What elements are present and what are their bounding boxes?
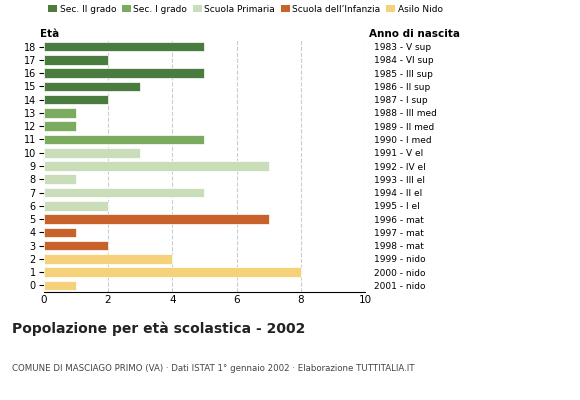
Bar xyxy=(44,241,108,250)
Legend: Sec. II grado, Sec. I grado, Scuola Primaria, Scuola dell’Infanzia, Asilo Nido: Sec. II grado, Sec. I grado, Scuola Prim… xyxy=(48,4,443,14)
Bar xyxy=(44,68,204,78)
Bar xyxy=(44,188,204,197)
Bar xyxy=(44,55,108,65)
Text: COMUNE DI MASCIAGO PRIMO (VA) · Dati ISTAT 1° gennaio 2002 · Elaborazione TUTTIT: COMUNE DI MASCIAGO PRIMO (VA) · Dati IST… xyxy=(12,364,414,373)
Bar xyxy=(44,254,172,264)
Text: Età: Età xyxy=(40,29,60,39)
Bar xyxy=(44,135,204,144)
Bar xyxy=(44,122,75,131)
Bar xyxy=(44,201,108,210)
Bar xyxy=(44,148,140,158)
Bar xyxy=(44,82,140,91)
Bar xyxy=(44,161,269,171)
Bar xyxy=(44,267,301,277)
Bar xyxy=(44,42,204,52)
Bar xyxy=(44,108,75,118)
Bar xyxy=(44,280,75,290)
Bar xyxy=(44,174,75,184)
Bar xyxy=(44,95,108,104)
Text: Popolazione per età scolastica - 2002: Popolazione per età scolastica - 2002 xyxy=(12,322,305,336)
Bar xyxy=(44,214,269,224)
Text: Anno di nascita: Anno di nascita xyxy=(369,29,459,39)
Bar xyxy=(44,228,75,237)
